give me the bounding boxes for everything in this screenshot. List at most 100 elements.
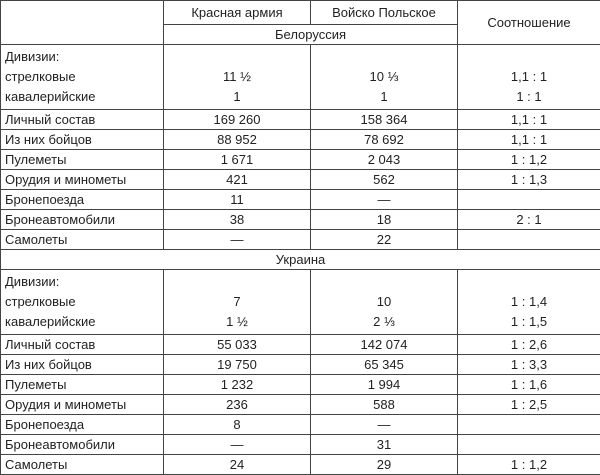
data-row: Пулеметы 1 232 1 994 1 : 1,6: [0, 374, 600, 395]
spacer: [168, 47, 306, 67]
divisions-label: Дивизии:: [5, 274, 60, 289]
value-cell: 10 ⅓ 1: [310, 44, 458, 110]
data-row: Из них бойцов 88 952 78 692 1,1 : 1: [0, 129, 600, 150]
value-cell: —: [310, 414, 458, 435]
row-label: Бронепоезда: [0, 414, 164, 435]
value-cell: [457, 229, 600, 250]
value: 1 : 1,5: [510, 314, 548, 329]
value-cell: 19 750: [163, 354, 311, 375]
value: 1 : 1,4: [510, 294, 548, 309]
divisions-row: Дивизии: стрелковые кавалерийские 7 1 ½ 10 2 ⅓…: [0, 269, 600, 335]
sub-label: стрелковые: [5, 69, 76, 84]
column-header: Красная армия: [163, 0, 311, 25]
header-row: Красная армия Войско Польское Соотношение: [0, 0, 600, 45]
value: 1,1 : 1: [510, 69, 548, 84]
data-row: Бронепоезда 11—: [0, 189, 600, 210]
value-cell: [457, 414, 600, 435]
data-row: Самолеты 24 29 1 : 1,2: [0, 454, 600, 475]
row-label: Бронеавтомобили: [0, 209, 164, 230]
spacer: [168, 272, 306, 292]
value-cell: 1 671: [163, 149, 311, 170]
row-label: Орудия и минометы: [0, 169, 164, 190]
data-row: Пулеметы 1 671 2 043 1 : 1,2: [0, 149, 600, 170]
sub-label: кавалерийские: [5, 314, 96, 329]
value-cell: 169 260: [163, 109, 311, 130]
value-cell: 421: [163, 169, 311, 190]
value-cell: 142 074: [310, 334, 458, 355]
value: 7: [233, 294, 241, 309]
value-cell: 1 : 1,4 1 : 1,5: [457, 269, 600, 335]
section-title: Белоруссия: [163, 24, 458, 45]
value-cell: 1,1 : 1: [457, 109, 600, 130]
row-label: Самолеты: [0, 229, 164, 250]
value-cell: 78 692: [310, 129, 458, 150]
row-label: Личный состав: [0, 334, 164, 355]
value-cell: [457, 434, 600, 455]
value-cell: 10 2 ⅓: [310, 269, 458, 335]
value: 11 ½: [223, 69, 251, 84]
value-cell: 31: [310, 434, 458, 455]
value: 1 ½: [226, 314, 248, 329]
row-label: Бронеавтомобили: [0, 434, 164, 455]
sub-label: стрелковые: [5, 294, 76, 309]
spacer: [315, 47, 453, 67]
value-cell: 1 232: [163, 374, 311, 395]
value-cell: 1,1 : 1: [457, 129, 600, 150]
value-cell: 1 994: [310, 374, 458, 395]
value-cell: [457, 189, 600, 210]
value-cell: 2 043: [310, 149, 458, 170]
row-label: Личный состав: [0, 109, 164, 130]
value-cell: 24: [163, 454, 311, 475]
section-row: Украина: [0, 249, 600, 270]
divisions-label: Дивизии:: [5, 49, 60, 64]
value-cell: 65 345: [310, 354, 458, 375]
row-label: Пулеметы: [0, 374, 164, 395]
spacer: [315, 272, 453, 292]
value-cell: 1 : 3,3: [457, 354, 600, 375]
data-row: Бронепоезда 8—: [0, 414, 600, 435]
row-label: Дивизии: стрелковые кавалерийские: [0, 44, 164, 110]
section-title: Украина: [0, 249, 600, 270]
value-cell: 11 ½ 1: [163, 44, 311, 110]
value-cell: 1 : 1,2: [457, 149, 600, 170]
value-cell: 236: [163, 394, 311, 415]
data-row: Бронеавтомобили —31: [0, 434, 600, 455]
value-cell: 55 033: [163, 334, 311, 355]
value-cell: 588: [310, 394, 458, 415]
value: 10: [376, 294, 392, 309]
row-label: Из них бойцов: [0, 129, 164, 150]
value-cell: 1 : 1,3: [457, 169, 600, 190]
value-cell: —: [163, 229, 311, 250]
data-row: Личный состав 169 260 158 364 1,1 : 1: [0, 109, 600, 130]
value-cell: 158 364: [310, 109, 458, 130]
value: 10 ⅓: [369, 69, 399, 84]
data-row: Из них бойцов 19 750 65 345 1 : 3,3: [0, 354, 600, 375]
data-row: Самолеты —22: [0, 229, 600, 250]
value-cell: 2 : 1: [457, 209, 600, 230]
row-label: Из них бойцов: [0, 354, 164, 375]
value-cell: 38: [163, 209, 311, 230]
data-row: Личный состав 55 033 142 074 1 : 2,6: [0, 334, 600, 355]
value-cell: 22: [310, 229, 458, 250]
value-cell: 88 952: [163, 129, 311, 150]
column-header: Соотношение: [457, 0, 600, 45]
row-label: Самолеты: [0, 454, 164, 475]
value: 1: [233, 89, 241, 104]
row-label: Бронепоезда: [0, 189, 164, 210]
spacer: [462, 47, 596, 67]
value-cell: 1 : 1,2: [457, 454, 600, 475]
value-cell: 1 : 2,5: [457, 394, 600, 415]
value-cell: 11: [163, 189, 311, 210]
data-row: Орудия и минометы 236 588 1 : 2,5: [0, 394, 600, 415]
value-cell: —: [163, 434, 311, 455]
value-cell: 8: [163, 414, 311, 435]
corner-cell: [0, 0, 164, 45]
value-cell: 18: [310, 209, 458, 230]
value-cell: —: [310, 189, 458, 210]
data-row: Бронеавтомобили 38 18 2 : 1: [0, 209, 600, 230]
data-row: Орудия и минометы 421 562 1 : 1,3: [0, 169, 600, 190]
value: 2 ⅓: [373, 314, 395, 329]
divisions-row: Дивизии: стрелковые кавалерийские 11 ½ 1 10 ⅓…: [0, 44, 600, 110]
